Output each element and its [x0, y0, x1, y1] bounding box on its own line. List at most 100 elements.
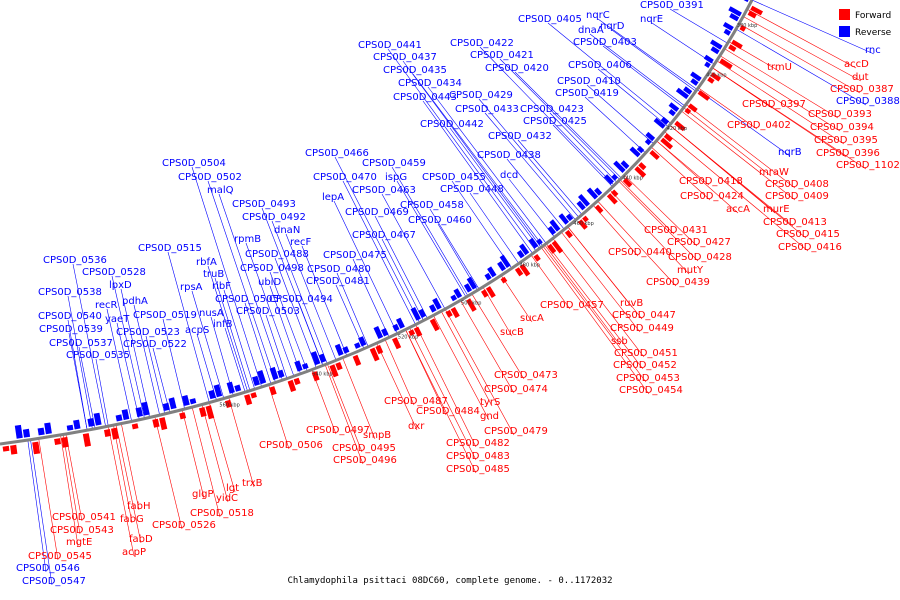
reverse-gene-label: CPS0D_0505 — [215, 294, 279, 305]
reverse-gene-feature — [381, 328, 389, 337]
reverse-label-leader — [224, 327, 246, 393]
reverse-label-leader — [352, 258, 390, 338]
reverse-gene-feature — [668, 102, 680, 112]
forward-gene-feature — [413, 326, 423, 337]
forward-label-leader — [460, 300, 515, 394]
forward-label-leader — [62, 434, 81, 535]
forward-gene-feature — [500, 276, 508, 284]
forward-gene-label: mgtE — [66, 537, 92, 548]
forward-gene-feature — [352, 354, 362, 366]
reverse-label-leader — [191, 290, 225, 399]
reverse-gene-label: recR — [95, 300, 118, 311]
forward-label-leader — [685, 104, 796, 189]
reverse-gene-feature — [208, 389, 216, 400]
reverse-gene-feature — [547, 225, 557, 236]
reverse-gene-label: CPS0D_0546 — [16, 563, 80, 574]
reverse-label-leader — [517, 139, 583, 215]
forward-gene-feature — [533, 254, 541, 262]
reverse-label-leader — [271, 220, 328, 364]
reverse-gene-label: rbfA — [196, 257, 217, 268]
forward-gene-feature — [224, 399, 233, 408]
gene-labels: CPS0D_0391nqrCnqrDnqrECPS0D_0405dnaACPS0… — [16, 0, 900, 587]
forward-label-leader — [619, 179, 675, 235]
forward-label-leader — [191, 407, 221, 518]
forward-gene-feature — [582, 215, 589, 223]
forward-gene-label: CPS0D_0473 — [494, 370, 558, 381]
reverse-gene-feature — [277, 369, 285, 378]
forward-label-leader — [592, 204, 639, 257]
forward-gene-feature — [82, 433, 91, 447]
forward-label-leader — [121, 423, 140, 511]
reverse-label-leader — [167, 251, 210, 403]
forward-gene-label: CPS0D_0431 — [644, 225, 708, 236]
forward-gene-feature — [287, 379, 297, 392]
forward-gene-feature — [329, 364, 339, 378]
reverse-gene-feature — [189, 398, 197, 405]
forward-gene-label: CPS0D_0506 — [259, 440, 323, 451]
reverse-gene-feature — [213, 384, 223, 398]
reverse-gene-label: truB — [203, 269, 224, 280]
forward-gene-feature — [674, 120, 686, 132]
reverse-gene-feature — [37, 427, 45, 436]
forward-gene-label: fabD — [129, 534, 153, 545]
reverse-gene-label: CPS0D_0481 — [306, 276, 370, 287]
forward-gene-label: CPS0D_0396 — [816, 148, 880, 159]
reverse-label-leader — [269, 285, 301, 374]
reverse-label-leader — [422, 100, 533, 254]
reverse-label-leader — [391, 166, 469, 297]
reverse-gene-feature — [487, 266, 497, 278]
reverse-gene-label: CPS0D_0475 — [323, 250, 387, 261]
forward-gene-label: CPS0D_0449 — [610, 323, 674, 334]
reverse-gene-feature — [87, 418, 95, 427]
reverse-gene-feature — [644, 138, 652, 146]
forward-gene-feature — [111, 427, 119, 440]
forward-gene-feature — [684, 107, 692, 115]
kbp-tick-label: 480 kbp — [520, 263, 540, 269]
reverse-gene-feature — [499, 254, 511, 268]
forward-label-leader — [65, 434, 83, 522]
forward-gene-feature — [747, 10, 757, 19]
forward-gene-feature — [577, 219, 588, 230]
reverse-gene-label: CPS0D_0460 — [408, 215, 472, 226]
reverse-gene-label: CPS0D_0432 — [488, 131, 552, 142]
reverse-label-leader — [285, 233, 337, 361]
forward-label-leader — [415, 324, 477, 448]
forward-gene-feature — [739, 25, 747, 32]
forward-gene-label: yidC — [216, 493, 238, 504]
reverse-gene-label: CPS0D_0419 — [555, 88, 619, 99]
reverse-label-leader — [429, 208, 480, 290]
forward-gene-label: CPS0D_0387 — [830, 84, 894, 95]
reverse-gene-label: CPS0D_0429 — [449, 90, 513, 101]
forward-label-leader — [656, 140, 739, 214]
forward-gene-feature — [551, 240, 564, 254]
forward-gene-label: CPS0D_0397 — [742, 99, 806, 110]
reverse-label-leader — [27, 440, 47, 573]
reverse-label-leader — [218, 193, 283, 381]
reverse-gene-feature — [418, 308, 427, 319]
kbp-tick-label: 440 kbp — [622, 175, 642, 181]
forward-label-leader — [324, 364, 364, 465]
forward-label-leader — [376, 342, 418, 431]
reverse-gene-feature — [528, 237, 539, 249]
reverse-label-leader — [381, 238, 424, 321]
reverse-gene-feature — [181, 395, 190, 406]
forward-gene-feature — [152, 418, 160, 428]
kbp-tick-marks: 380 kbp 400 kbp 420 kbp 440 kbp 460 kbp 480 k… — [219, 23, 757, 409]
reverse-gene-feature — [549, 219, 561, 232]
reverse-label-leader — [584, 96, 646, 154]
forward-gene-label: CPS0D_0394 — [810, 122, 874, 133]
forward-label-leader — [546, 243, 644, 370]
forward-gene-label: CPS0D_1102 — [836, 160, 900, 171]
forward-gene-label: CPS0D_0447 — [612, 310, 676, 321]
forward-gene-label: accD — [844, 59, 869, 70]
reverse-label-leader — [451, 180, 513, 269]
reverse-label-leader — [68, 332, 88, 431]
reverse-gene-feature — [162, 402, 170, 411]
forward-gene-label: CPS0D_0395 — [814, 135, 878, 146]
forward-gene-feature — [392, 337, 402, 350]
reverse-label-leader — [152, 347, 171, 413]
reverse-label-leader — [484, 112, 576, 221]
kbp-tick-label: 500 kbp — [461, 301, 481, 307]
reverse-gene-label: CPS0D_0458 — [400, 200, 464, 211]
reverse-gene-feature — [453, 288, 463, 299]
